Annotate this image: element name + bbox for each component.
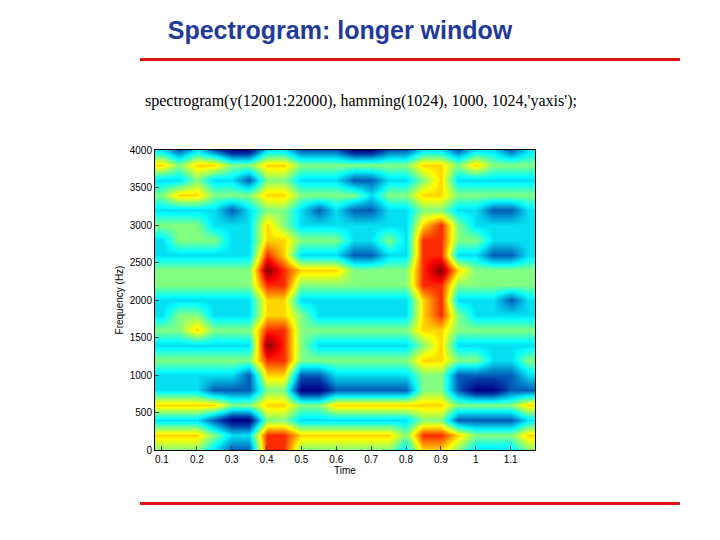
svg-text:0.4: 0.4 (260, 454, 274, 465)
svg-text:1: 1 (473, 454, 479, 465)
svg-text:4000: 4000 (130, 145, 153, 156)
svg-text:1000: 1000 (130, 370, 153, 381)
svg-text:3500: 3500 (130, 182, 153, 193)
svg-text:2000: 2000 (130, 295, 153, 306)
svg-text:1.1: 1.1 (504, 454, 518, 465)
svg-text:0.2: 0.2 (190, 454, 204, 465)
svg-text:0.3: 0.3 (225, 454, 239, 465)
svg-text:0.5: 0.5 (294, 454, 308, 465)
svg-text:3000: 3000 (130, 220, 153, 231)
html-text:Spectrogram: longer window: Spectrogram: longer window (167, 16, 513, 44)
svg-text:Time: Time (334, 465, 356, 476)
svg-text:0.9: 0.9 (434, 454, 448, 465)
svg-text:2500: 2500 (130, 257, 153, 268)
svg-text:1500: 1500 (130, 332, 153, 343)
svg-text:500: 500 (135, 407, 152, 418)
svg-text:Frequency (Hz): Frequency (Hz) (114, 266, 125, 335)
svg-text:0: 0 (146, 445, 152, 456)
svg-text:0.6: 0.6 (329, 454, 343, 465)
svg-text:0.1: 0.1 (155, 454, 169, 465)
svg-text:0.8: 0.8 (399, 454, 413, 465)
html-text:spectrogram(y(12001:22000), ha: spectrogram(y(12001:22000), hamming(1024… (145, 92, 577, 109)
svg-text:0.7: 0.7 (364, 454, 378, 465)
